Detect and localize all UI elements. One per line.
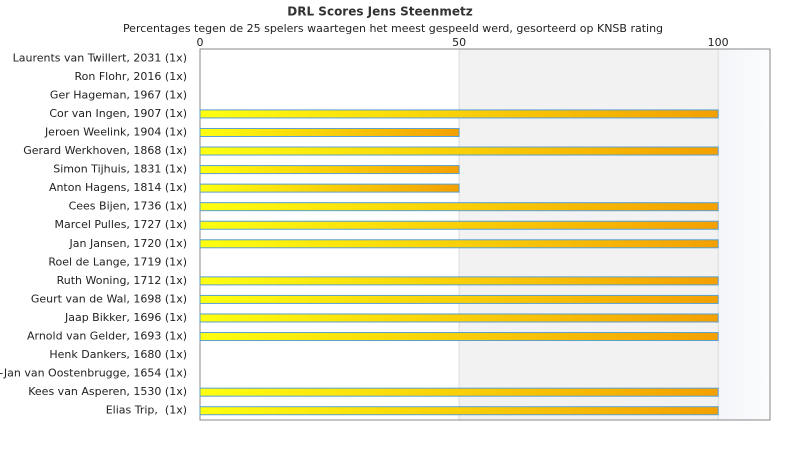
y-tick-label: Ron Flohr, 2016 (1x): [74, 70, 187, 83]
bar: [199, 165, 460, 175]
x-tick-label: 100: [708, 36, 729, 49]
y-tick-label: Cor van Ingen, 1907 (1x): [49, 107, 187, 120]
bar: [199, 332, 719, 342]
y-tick-label: Anton Hagens, 1814 (1x): [49, 181, 187, 194]
bar: [199, 202, 719, 212]
bar: [199, 276, 719, 286]
bar: [199, 127, 460, 137]
bar: [199, 239, 719, 249]
y-tick-label: Arnold van Gelder, 1693 (1x): [27, 330, 187, 343]
plot-band: [200, 49, 460, 420]
y-tick-label: Laurents van Twillert, 2031 (1x): [13, 51, 187, 64]
bar: [199, 109, 719, 119]
y-tick-label: Simon Tijhuis, 1831 (1x): [53, 163, 187, 176]
bar: [199, 220, 719, 230]
bar: [199, 313, 719, 323]
x-tick-label: 0: [197, 36, 204, 49]
bar: [199, 406, 719, 416]
y-tick-label: Jeroen Weelink, 1904 (1x): [44, 125, 187, 138]
y-tick-label: Cees Bijen, 1736 (1x): [69, 200, 187, 213]
y-tick-label: t-Jan van Oostenbrugge, 1654 (1x): [0, 367, 187, 380]
y-tick-label: Ruth Woning, 1712 (1x): [57, 274, 187, 287]
y-tick-label: Elias Trip, (1x): [106, 404, 187, 417]
y-tick-label: Marcel Pulles, 1727 (1x): [55, 218, 187, 231]
y-tick-label: Jan Jansen, 1720 (1x): [69, 237, 187, 250]
x-tick-label: 50: [452, 36, 466, 49]
y-tick-label: Gerard Werkhoven, 1868 (1x): [23, 144, 187, 157]
y-tick-label: Ger Hageman, 1967 (1x): [50, 88, 187, 101]
y-tick-label: Geurt van de Wal, 1698 (1x): [31, 292, 187, 305]
bar: [199, 294, 719, 304]
y-tick-label: Roel de Lange, 1719 (1x): [48, 255, 187, 268]
y-tick-label: Kees van Asperen, 1530 (1x): [28, 385, 187, 398]
plot-band: [459, 49, 719, 420]
bar: [199, 387, 719, 397]
plot-border: [199, 48, 771, 421]
bar: [199, 146, 719, 156]
y-tick-label: Jaap Bikker, 1696 (1x): [64, 311, 187, 324]
chart-subtitle: Percentages tegen de 25 spelers waartege…: [123, 22, 663, 35]
y-tick-label: Henk Dankers, 1680 (1x): [49, 348, 187, 361]
bar: [199, 183, 460, 193]
chart-title: DRL Scores Jens Steenmetz: [287, 5, 472, 19]
plot-band: [718, 49, 770, 420]
